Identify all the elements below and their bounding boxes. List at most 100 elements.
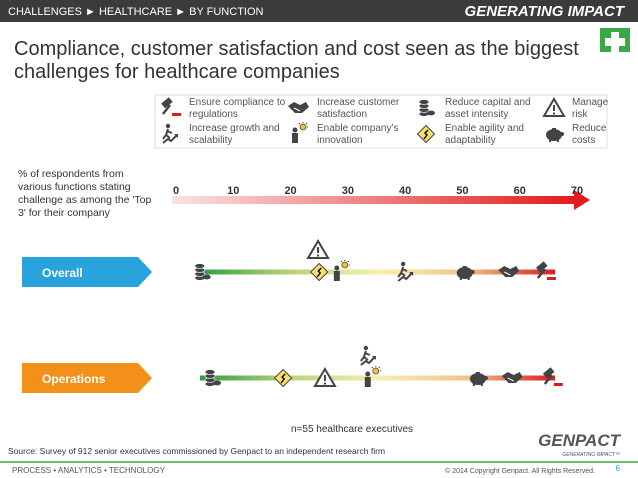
icon-part	[536, 268, 546, 279]
row-bar	[200, 375, 555, 381]
legend-label: Ensure compliance to regulations	[189, 97, 286, 120]
axis-arrow	[172, 196, 575, 204]
challenge-icon	[273, 368, 293, 388]
legend-icon	[546, 128, 564, 142]
challenge-icon	[333, 260, 350, 281]
row-bar	[200, 269, 555, 275]
source: Source: Survey of 912 senior executives …	[8, 446, 385, 456]
icon-part	[553, 105, 555, 111]
icon-part	[316, 267, 322, 278]
icon-part	[292, 133, 298, 143]
icon-part	[213, 380, 222, 386]
icon-part	[360, 350, 371, 362]
icon-part	[293, 107, 301, 112]
icon-part	[507, 377, 514, 382]
icon-part	[371, 356, 376, 360]
icon-part	[323, 382, 326, 385]
category-tab	[22, 363, 152, 393]
copyright: © 2014 Copyright Genpact. All Rights Res…	[445, 467, 595, 475]
legend-label: Enable company’s innovation	[317, 123, 399, 146]
icon-part	[161, 97, 173, 109]
icon-part	[501, 372, 523, 383]
top-bar	[0, 0, 638, 22]
icon-part	[553, 112, 555, 115]
icon-part	[498, 266, 520, 277]
legend-label: Enable agility and adaptability	[445, 123, 524, 146]
challenge-icon	[310, 262, 329, 282]
icon-part	[480, 383, 483, 386]
legend-icon	[288, 102, 309, 113]
challenge-icon	[542, 367, 563, 386]
icon-part	[397, 272, 413, 282]
legend-box	[154, 94, 608, 149]
icon-part	[172, 113, 181, 116]
icon-part	[292, 127, 298, 133]
icon-part	[363, 345, 369, 351]
icon-part	[299, 123, 307, 131]
challenge-icon	[397, 261, 414, 282]
legend-icon	[416, 124, 436, 144]
legend-label: Increase growth and scalability	[189, 123, 280, 146]
icon-part	[372, 367, 380, 375]
icon-part	[483, 376, 488, 380]
icon-part	[418, 99, 430, 105]
icon-part	[470, 270, 475, 274]
legend-icon	[292, 122, 308, 143]
icon-part	[162, 104, 171, 115]
challenge-icon	[498, 266, 520, 277]
challenge-icon	[501, 372, 523, 383]
challenge-icon	[360, 345, 376, 366]
legend-label: Increase customer satisfaction	[317, 97, 400, 120]
icon-part	[165, 123, 171, 129]
icon-part	[536, 261, 548, 273]
x-tick-label: 60	[514, 185, 526, 197]
cross	[605, 32, 625, 52]
icon-part	[423, 129, 429, 140]
legend-label: Reduce capital and asset intensity	[445, 97, 531, 120]
challenge-icon	[194, 263, 211, 281]
icon-part	[543, 374, 553, 385]
breadcrumb: CHALLENGES ► HEALTHCARE ► BY FUNCTION	[8, 6, 264, 18]
axis-label: % of respondents from various functions …	[18, 168, 152, 219]
icon-part	[427, 110, 435, 116]
icon-part	[504, 271, 511, 276]
icon-part	[475, 372, 480, 374]
icon-part	[340, 260, 350, 266]
brand: GENPACT	[538, 431, 621, 450]
icon-part	[557, 139, 559, 142]
x-tick-label: 0	[173, 185, 179, 197]
icon-part	[397, 266, 408, 278]
legend-icon	[162, 123, 178, 144]
challenge-icon	[456, 266, 475, 280]
icon-part	[469, 373, 486, 385]
icon-part	[280, 373, 286, 384]
legend-label: Manage risk	[572, 97, 609, 120]
axis-arrowhead	[574, 190, 590, 210]
category-tab	[22, 257, 152, 287]
icon-part	[546, 129, 562, 141]
note: n=55 healthcare executives	[291, 424, 413, 435]
icon-part	[204, 369, 216, 375]
icon-part	[194, 263, 206, 269]
logo: GENERATING IMPACT	[465, 3, 626, 20]
category-label: Operations	[42, 372, 106, 386]
icon-part	[162, 134, 178, 144]
x-tick-label: 10	[227, 185, 239, 197]
icon-part	[333, 271, 340, 281]
icon-part	[202, 274, 211, 280]
challenge-icon	[364, 366, 381, 387]
brand-tag: GENERATING IMPACT™	[562, 452, 620, 458]
icon-part	[462, 266, 467, 268]
icon-part	[317, 247, 320, 253]
icon-part	[549, 139, 551, 142]
title: Compliance, customer satisfaction and co…	[14, 38, 579, 83]
icon-part	[456, 267, 473, 279]
icon-part	[400, 261, 406, 267]
challenge-icon	[306, 239, 330, 259]
icon-part	[360, 356, 376, 366]
icon-part	[334, 265, 340, 271]
category-label: Overall	[42, 266, 83, 280]
icon-part	[323, 375, 326, 381]
icon-part	[467, 277, 470, 280]
